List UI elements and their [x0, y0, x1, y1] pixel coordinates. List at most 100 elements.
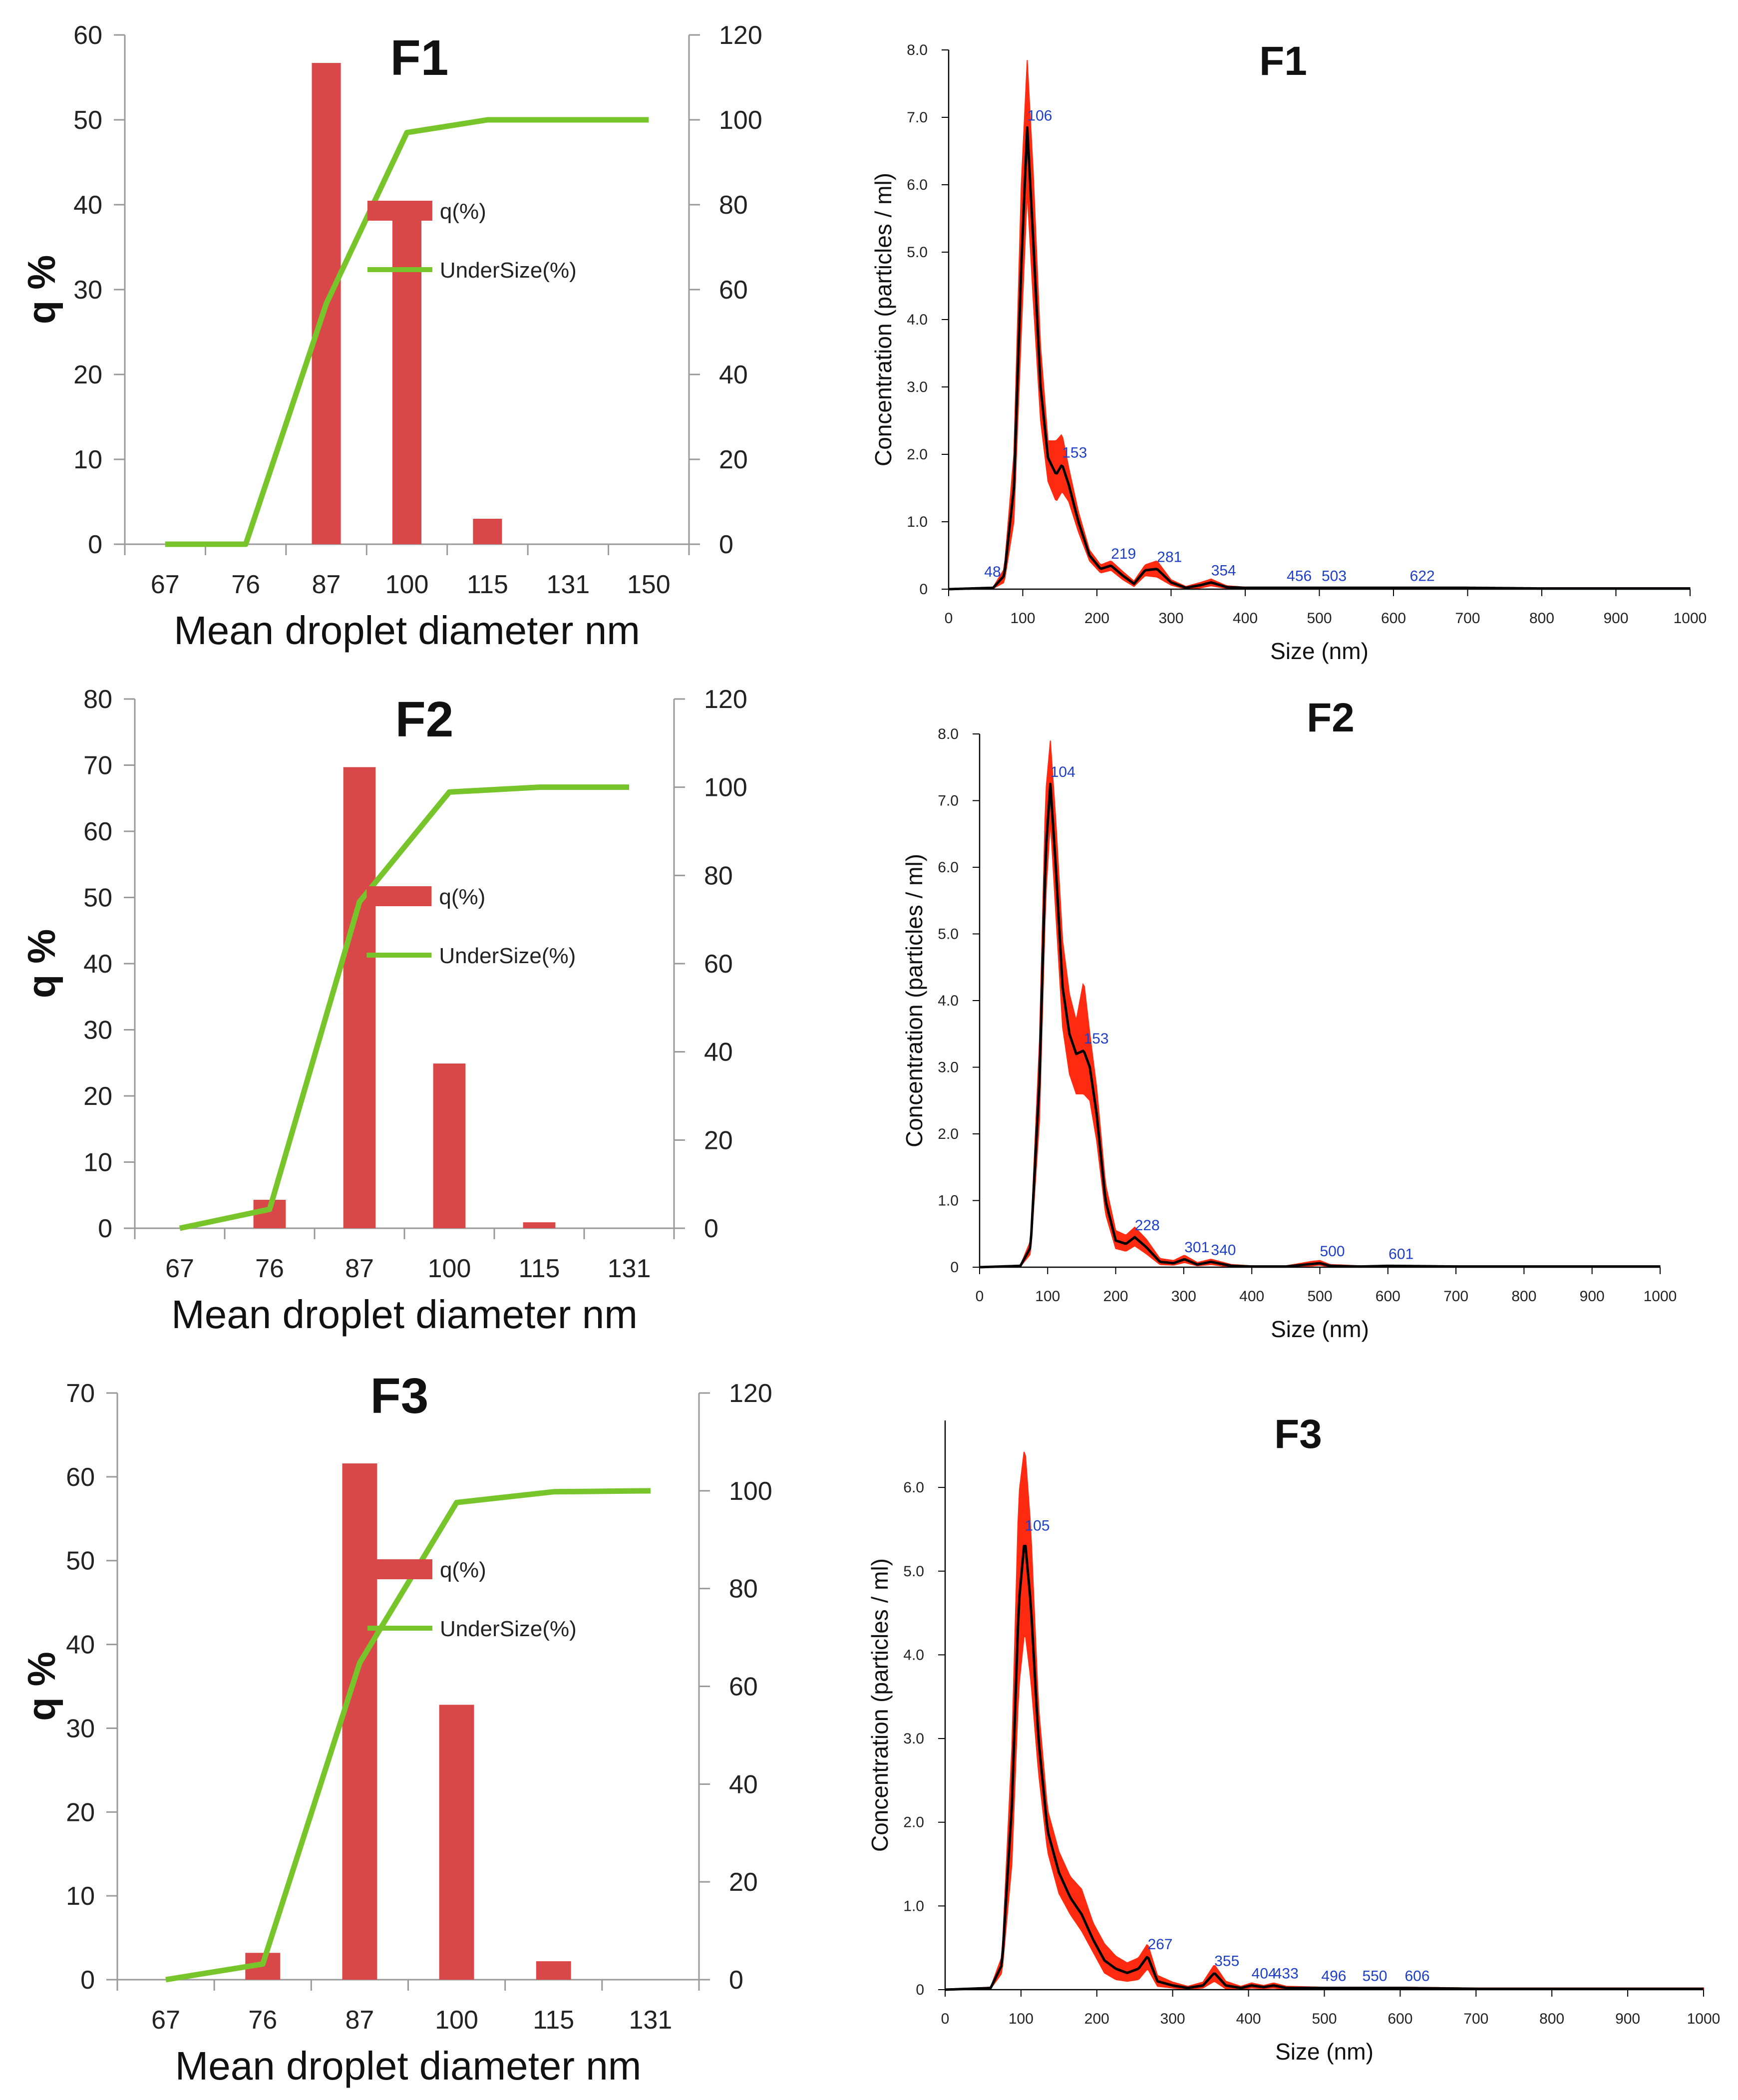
- y-tick-label: 50: [66, 1547, 95, 1576]
- x-tick-label: 100: [1035, 1288, 1060, 1305]
- chart-title: F3: [370, 1368, 429, 1424]
- peak-label: 228: [1135, 1217, 1160, 1234]
- q-bar-100: [439, 1705, 474, 1980]
- x-tick-label: 115: [533, 2006, 574, 2035]
- y2-tick-label: 60: [719, 276, 748, 305]
- chart-title: F1: [1259, 38, 1307, 84]
- size-distribution-chart-f3: 0 10 20 30 40 50 60 70 0 20 40 60 80 100 120 67 76 87 100 1…: [19, 1368, 772, 2088]
- y2-tick-label: 100: [704, 773, 747, 802]
- x-tick-label: 900: [1603, 610, 1628, 627]
- peak-label: 550: [1362, 1968, 1387, 1985]
- legend: q(%) UnderSize(%): [366, 885, 576, 968]
- x-tick-label: 115: [519, 1254, 560, 1283]
- y-tick-label: 7.0: [907, 109, 928, 126]
- y-tick-label: 20: [66, 1798, 95, 1827]
- mean-concentration-line: [945, 1544, 1704, 1991]
- y-tick-label: 8.0: [907, 42, 928, 58]
- legend-bar-swatch: [367, 1559, 432, 1579]
- peak-label: 104: [1050, 764, 1075, 780]
- x-tick-label: 76: [231, 570, 260, 599]
- x-tick-label: 1000: [1644, 1288, 1677, 1305]
- chart-title: F2: [1307, 695, 1355, 740]
- y-tick-label: 2.0: [903, 1814, 924, 1831]
- peak-label: 456: [1287, 568, 1312, 584]
- legend-label: q(%): [439, 885, 485, 909]
- q-bar-115: [536, 1961, 571, 1980]
- x-tick-label: 900: [1615, 2011, 1640, 2027]
- x-axis-label: Size (nm): [1270, 638, 1369, 664]
- y2-tick-label: 80: [729, 1575, 758, 1604]
- y-axis-label: q %: [19, 929, 63, 999]
- x-tick-label: 0: [941, 2011, 950, 2027]
- y2-tick-label: 0: [704, 1214, 718, 1243]
- y-tick-label: 10: [66, 1882, 95, 1911]
- x-tick-label: 600: [1388, 2011, 1412, 2027]
- peak-label: 622: [1410, 568, 1435, 584]
- nta-concentration-chart-f2: 0 100 200 300 400 500 600 700 800 900 1000 0 1.0 2.0 3…: [901, 695, 1677, 1342]
- y-tick-label: 6.0: [903, 1479, 924, 1496]
- y2-tick-label: 20: [719, 445, 748, 474]
- x-tick-label: 131: [546, 570, 590, 599]
- legend-label: UnderSize(%): [439, 944, 576, 968]
- y-tick-label: 60: [83, 817, 112, 846]
- x-tick-label: 700: [1455, 610, 1480, 627]
- y-tick-label: 4.0: [938, 993, 959, 1009]
- legend-bar-swatch: [367, 201, 432, 221]
- x-tick-label: 600: [1381, 610, 1406, 627]
- x-tick-label: 800: [1539, 2011, 1564, 2027]
- y2-tick-label: 20: [704, 1126, 733, 1155]
- x-tick-label: 600: [1376, 1288, 1400, 1305]
- error-band: [948, 60, 1691, 590]
- x-tick-label: 700: [1463, 2011, 1488, 2027]
- y-tick-label: 20: [73, 360, 102, 389]
- y-tick-label: 0: [98, 1214, 112, 1243]
- y-tick-label: 3.0: [903, 1731, 924, 1747]
- y-tick-label: 1.0: [903, 1898, 924, 1914]
- x-tick-label: 87: [345, 1254, 374, 1283]
- peak-label: 267: [1148, 1936, 1173, 1953]
- y2-tick-label: 100: [729, 1477, 772, 1506]
- peak-label: 404: [1252, 1966, 1277, 1982]
- y-tick-label: 0: [916, 1982, 924, 1998]
- peak-label: 340: [1211, 1242, 1236, 1258]
- y-axis-label: Concentration (particles / ml): [867, 1558, 893, 1852]
- y-tick-label: 0: [950, 1259, 959, 1276]
- x-tick-label: 500: [1307, 1288, 1332, 1305]
- x-tick-label: 400: [1236, 2011, 1261, 2027]
- peak-label: 153: [1062, 444, 1087, 461]
- y2-tick-label: 40: [704, 1038, 733, 1067]
- x-tick-label: 0: [976, 1288, 984, 1305]
- x-tick-label: 800: [1529, 610, 1554, 627]
- q-bar-100: [392, 202, 422, 544]
- y-tick-label: 20: [83, 1082, 112, 1111]
- x-tick-label: 67: [151, 570, 180, 599]
- y-tick-label: 60: [73, 21, 102, 50]
- x-tick-label: 87: [345, 2006, 374, 2035]
- y2-tick-label: 40: [729, 1770, 758, 1799]
- y-tick-label: 40: [83, 950, 112, 979]
- x-tick-label: 0: [945, 610, 953, 627]
- x-tick-label: 131: [608, 1254, 651, 1283]
- y-tick-label: 4.0: [903, 1647, 924, 1663]
- x-axis-label: Size (nm): [1275, 2039, 1374, 2065]
- chart-title: F2: [395, 692, 454, 747]
- q-bar-115: [473, 519, 502, 544]
- peak-label: 601: [1389, 1246, 1413, 1262]
- y-tick-label: 3.0: [907, 379, 928, 395]
- y-tick-label: 5.0: [907, 244, 928, 261]
- x-tick-label: 100: [435, 2006, 478, 2035]
- y-tick-label: 5.0: [903, 1563, 924, 1580]
- chart-title: F1: [390, 30, 449, 86]
- x-tick-label: 400: [1233, 610, 1258, 627]
- x-tick-label: 900: [1580, 1288, 1605, 1305]
- peak-label: 48: [984, 564, 1001, 580]
- y-tick-label: 8.0: [938, 726, 959, 742]
- x-tick-label: 100: [1009, 2011, 1034, 2027]
- mean-concentration-line: [948, 126, 1690, 591]
- y-tick-label: 0: [88, 530, 102, 559]
- x-tick-label: 800: [1511, 1288, 1536, 1305]
- peak-label: 433: [1274, 1966, 1299, 1982]
- y-tick-label: 50: [83, 884, 112, 913]
- peak-label: 503: [1322, 568, 1347, 584]
- y-tick-label: 70: [66, 1379, 95, 1408]
